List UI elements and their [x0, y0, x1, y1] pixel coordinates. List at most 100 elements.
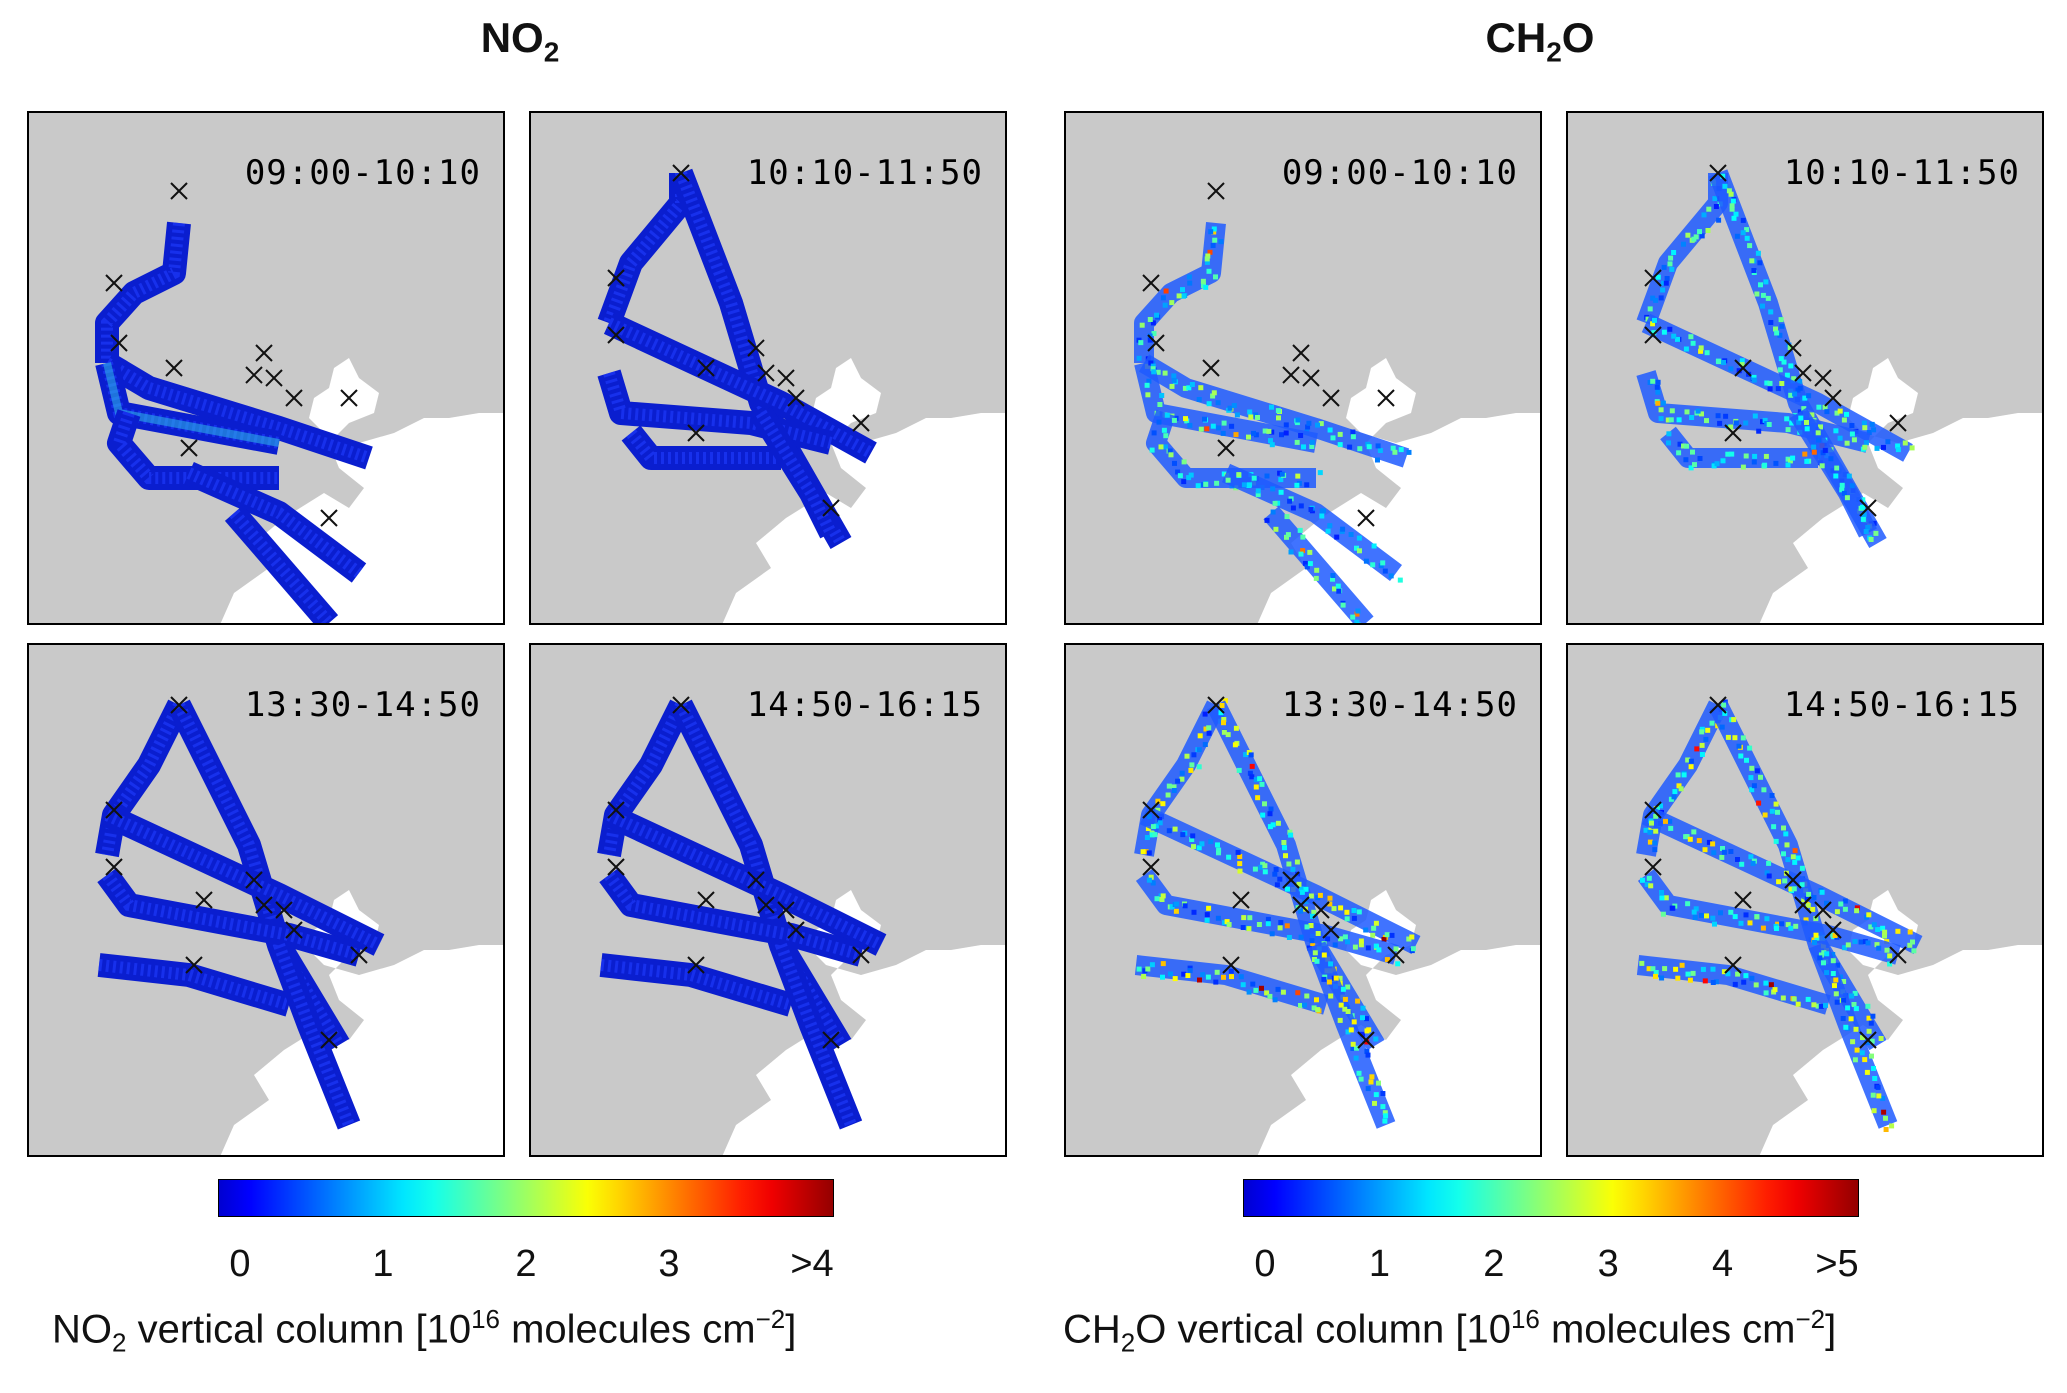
- ch2o-pixel: [1811, 449, 1817, 455]
- ch2o-pixel: [1853, 1026, 1859, 1032]
- ch2o-pixel: [1660, 280, 1666, 286]
- ch2o-pixel: [1719, 854, 1725, 860]
- ch2o-pixel: [1690, 970, 1696, 976]
- ch2o-pixel: [1213, 274, 1218, 280]
- ch2o-pixel: [1181, 293, 1186, 299]
- ch2o-pixel: [1868, 537, 1874, 542]
- ch2o-pixel: [1286, 935, 1292, 940]
- no2-track-texture-1: [173, 702, 345, 1049]
- ch2o-pixel: [1841, 490, 1847, 496]
- ch2o-pixel: [1177, 473, 1183, 479]
- ch2o-pixel: [1731, 717, 1737, 723]
- ch2o-pixel: [1862, 425, 1868, 431]
- ch2o-pixel: [1354, 1045, 1359, 1051]
- ch2o-pixel: [1814, 935, 1820, 941]
- ch2o-pixel: [1202, 742, 1208, 747]
- ch2o-pixel: [1728, 366, 1734, 372]
- ch2o-pixel: [1164, 412, 1170, 418]
- ch2o-pixel: [1235, 849, 1241, 855]
- ch2o-pixel: [1744, 235, 1750, 241]
- ch2o-pixel: [1772, 987, 1778, 993]
- ch2o-pixel: [1882, 929, 1888, 935]
- ch2o-pixel: [1152, 832, 1158, 838]
- ch2o-pixel: [1839, 487, 1845, 493]
- ch2o-pixel: [1710, 915, 1716, 921]
- ch2o-pixel: [1718, 910, 1723, 916]
- ch2o-pixel: [1760, 925, 1766, 931]
- site-marker: [320, 1031, 338, 1049]
- ch2o-cb-label-sub: 2: [1120, 1327, 1136, 1358]
- ch2o-pixel: [1171, 417, 1177, 423]
- ch2o-pixel: [1712, 196, 1718, 202]
- ch2o-pixel: [1189, 382, 1195, 387]
- ch2o-pixel: [1355, 998, 1361, 1004]
- ch2o-pixel: [1735, 857, 1740, 862]
- ch2o-pixel: [1811, 895, 1817, 900]
- ch2o-pixel: [1221, 471, 1227, 477]
- ch2o-pixel: [1328, 993, 1334, 999]
- ch2o-pixel: [1331, 906, 1337, 912]
- ch2o-pixel: [1285, 532, 1291, 538]
- ch2o-pixel: [1183, 416, 1188, 422]
- ch2o-pixel: [1658, 803, 1663, 809]
- ch2o-pixel: [1158, 444, 1164, 450]
- ch2o-pixel: [1163, 288, 1169, 294]
- ch2o-pixel: [1409, 934, 1415, 940]
- ch2o-pixel: [1358, 942, 1364, 948]
- ch2o-pixel: [1198, 426, 1204, 432]
- ch2o-pixel: [1860, 497, 1866, 503]
- ch2o-pixel: [1854, 905, 1860, 911]
- ch2o-pixel: [1668, 796, 1674, 802]
- ch2o-pixel: [1835, 962, 1841, 968]
- ch2o-pixel: [1785, 427, 1791, 433]
- ch2o-pixel: [1882, 933, 1887, 939]
- ch2o-pixel: [1659, 975, 1665, 981]
- ch2o-pixel: [1162, 302, 1168, 308]
- ch2o-pixel: [1138, 340, 1144, 346]
- ch2o-pixel: [1754, 291, 1760, 297]
- ch2o-pixel: [1202, 711, 1208, 717]
- ch2o-pixel: [1760, 419, 1765, 425]
- ch2o-track-0: [1134, 222, 1226, 363]
- ch2o-pixel: [1691, 829, 1697, 835]
- ch2o-pixel: [1214, 969, 1220, 975]
- ch2o-pixel: [1275, 408, 1281, 414]
- ch2o-pixel: [1390, 445, 1396, 451]
- ch2o-pixel: [1644, 881, 1650, 887]
- ch2o-pixel: [1872, 1076, 1878, 1081]
- ch2o-pixel: [1179, 770, 1185, 776]
- ch2o-pixel: [1229, 423, 1235, 429]
- no2-track-texture-4: [98, 959, 291, 1011]
- site-marker: [687, 956, 705, 974]
- ch2o-tick-4: 4: [1712, 1243, 1734, 1285]
- ch2o-pixel: [1755, 250, 1761, 256]
- ch2o-pixel: [1380, 1091, 1386, 1096]
- ch2o-pixel: [1875, 927, 1881, 932]
- ch2o-pixel: [1653, 828, 1659, 834]
- ch2o-pixel: [1221, 729, 1227, 735]
- ch2o-pixel: [1652, 317, 1657, 323]
- ch2o-pixel: [1148, 360, 1154, 366]
- ch2o-pixel: [1815, 430, 1821, 436]
- ch2o-pixel: [1151, 331, 1157, 336]
- ch2o-pixel: [1837, 435, 1843, 441]
- ch2o-pixel: [1705, 228, 1711, 233]
- ch2o-pixel: [1751, 374, 1757, 380]
- ch2o-pixel: [1304, 564, 1310, 570]
- ch2o-pixel: [1302, 560, 1308, 566]
- ch2o-pixel: [1779, 323, 1785, 329]
- ch2o-pixel: [1308, 507, 1314, 512]
- ch2o-pixel: [1902, 440, 1908, 446]
- ch2o-pixel: [1647, 380, 1653, 385]
- ch2o-pixel: [1668, 255, 1674, 261]
- ch2o-tick-0: 0: [1254, 1243, 1276, 1285]
- ch2o-pixel: [1298, 433, 1304, 438]
- site-marker: [852, 414, 870, 432]
- ch2o-pixel: [1171, 373, 1177, 379]
- ch2o-pixel: [1249, 763, 1255, 769]
- ch2o-pixel: [1765, 295, 1771, 301]
- ch2o-pixel: [1354, 545, 1359, 551]
- ch2o-pixel: [1653, 297, 1659, 303]
- ch2o-pixel: [1647, 829, 1653, 835]
- ch2o-pixel: [1205, 974, 1211, 980]
